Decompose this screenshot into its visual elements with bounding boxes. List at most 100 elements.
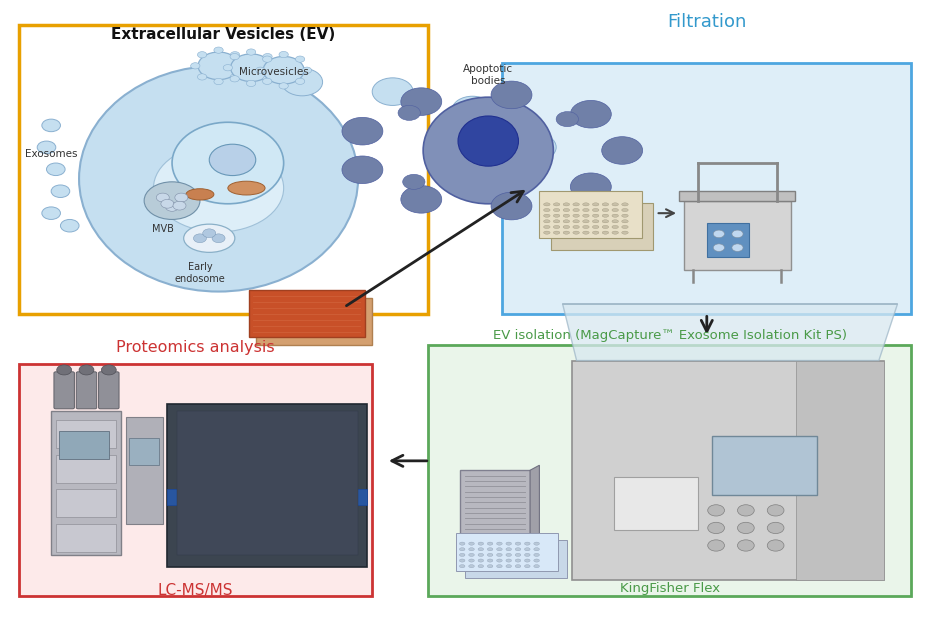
FancyBboxPatch shape [460,470,530,539]
Ellipse shape [621,226,628,229]
FancyBboxPatch shape [59,431,109,459]
Circle shape [237,63,246,69]
FancyBboxPatch shape [712,436,817,495]
Ellipse shape [515,542,521,545]
Ellipse shape [563,226,569,229]
Circle shape [767,540,784,551]
Ellipse shape [506,564,512,568]
Circle shape [767,505,784,516]
Circle shape [713,244,724,251]
Ellipse shape [172,122,284,204]
Circle shape [161,199,174,208]
Ellipse shape [603,214,608,217]
Ellipse shape [612,208,618,211]
Circle shape [491,192,532,220]
FancyBboxPatch shape [177,411,358,555]
Text: KingFisher Flex: KingFisher Flex [619,582,720,594]
Circle shape [101,365,116,375]
Ellipse shape [525,564,530,568]
Ellipse shape [459,554,465,557]
Circle shape [708,522,724,534]
Ellipse shape [534,548,539,551]
Ellipse shape [573,231,579,234]
Ellipse shape [506,559,512,562]
FancyBboxPatch shape [539,191,642,238]
Ellipse shape [543,219,550,223]
Circle shape [403,174,425,189]
FancyBboxPatch shape [129,438,159,465]
Circle shape [398,105,420,120]
Ellipse shape [612,214,618,217]
Circle shape [175,193,188,202]
Circle shape [231,54,272,82]
Ellipse shape [186,189,214,200]
Ellipse shape [525,548,530,551]
Circle shape [372,78,413,105]
Ellipse shape [612,231,618,234]
FancyBboxPatch shape [707,223,749,257]
Circle shape [231,51,240,58]
Ellipse shape [487,554,493,557]
Circle shape [713,230,724,238]
Circle shape [737,540,754,551]
Bar [502,63,911,314]
Bar [19,25,428,314]
Ellipse shape [497,542,502,545]
Ellipse shape [525,554,530,557]
Circle shape [256,67,265,73]
FancyBboxPatch shape [126,417,163,524]
FancyBboxPatch shape [56,489,116,517]
Ellipse shape [459,559,465,562]
Ellipse shape [573,219,579,223]
Circle shape [279,83,288,89]
Ellipse shape [563,214,569,217]
Ellipse shape [183,224,234,252]
Ellipse shape [497,548,502,551]
Ellipse shape [534,559,539,562]
Circle shape [279,51,288,58]
Polygon shape [530,465,539,539]
Circle shape [203,229,216,238]
Ellipse shape [497,554,502,557]
Circle shape [767,522,784,534]
Ellipse shape [621,214,628,217]
Ellipse shape [515,564,521,568]
Circle shape [262,56,272,62]
Circle shape [708,505,724,516]
Ellipse shape [592,208,599,211]
Circle shape [197,74,206,80]
Ellipse shape [469,542,474,545]
Ellipse shape [478,564,484,568]
Circle shape [708,540,724,551]
FancyBboxPatch shape [614,477,698,530]
Circle shape [246,80,256,87]
Circle shape [214,78,223,85]
FancyBboxPatch shape [796,361,884,580]
FancyBboxPatch shape [465,540,567,578]
Circle shape [209,144,256,176]
Ellipse shape [612,219,618,223]
Ellipse shape [543,214,550,217]
Circle shape [737,505,754,516]
Circle shape [191,63,200,69]
Bar [428,345,911,596]
Ellipse shape [612,226,618,229]
Ellipse shape [478,542,484,545]
Circle shape [57,365,72,375]
Ellipse shape [478,548,484,551]
Circle shape [46,163,65,176]
Ellipse shape [515,559,521,562]
FancyBboxPatch shape [551,203,653,250]
Ellipse shape [592,203,599,206]
Ellipse shape [573,226,579,229]
Text: Proteomics analysis: Proteomics analysis [116,340,274,356]
Ellipse shape [592,231,599,234]
Ellipse shape [487,548,493,551]
Ellipse shape [458,116,518,166]
FancyBboxPatch shape [248,290,365,337]
Circle shape [173,201,186,210]
Ellipse shape [592,214,599,217]
FancyBboxPatch shape [56,420,116,448]
Circle shape [263,53,272,60]
Text: Microvesicles: Microvesicles [239,67,309,77]
